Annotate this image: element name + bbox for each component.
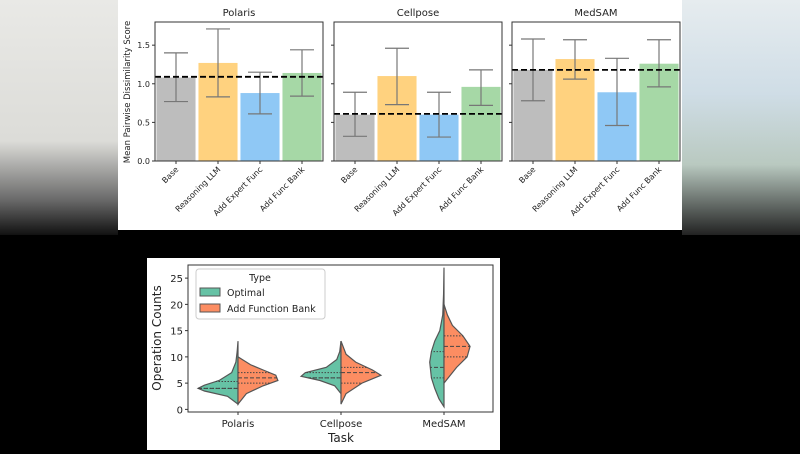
legend-swatch xyxy=(199,287,221,297)
x-tick-label: Reasoning LLM xyxy=(174,165,223,214)
y-tick-label: 10 xyxy=(170,353,183,364)
x-tick-label: Add Func Bank xyxy=(258,165,307,214)
y-tick-label: 1.5 xyxy=(137,41,150,50)
legend-swatch xyxy=(199,303,221,313)
x-tick-label: Base xyxy=(517,165,537,185)
bar-chart-panel: Mean Pairwise Dissimilarity Score Polaris… xyxy=(118,0,682,230)
y-tick-label: 25 xyxy=(170,274,183,285)
panel-title: Cellpose xyxy=(397,8,440,19)
legend-entry: Add Function Bank xyxy=(227,304,316,315)
x-tick-label: Reasoning LLM xyxy=(531,165,580,214)
violin-chart-panel: 0 5 10 15 20 25 Polaris Cellpose MedSAM Task Opera… xyxy=(147,258,500,450)
y-tick-label: 0.5 xyxy=(137,118,150,127)
y-tick-label: 0.0 xyxy=(137,157,150,166)
legend-box xyxy=(195,268,326,320)
axes-frame xyxy=(511,21,681,162)
axes-frame xyxy=(154,21,324,162)
axes-frame xyxy=(333,21,503,162)
bar-chart: Mean Pairwise Dissimilarity Score Polaris… xyxy=(123,8,681,218)
panel-title: Polaris xyxy=(223,8,256,19)
legend-entry: Optimal xyxy=(227,288,265,299)
y-tick-label: 20 xyxy=(170,300,183,311)
violin-half xyxy=(237,355,279,406)
panel-title: MedSAM xyxy=(574,8,617,19)
x-tick-label: Cellpose xyxy=(320,419,363,430)
legend-title: Type xyxy=(248,273,271,284)
y-axis-label: Mean Pairwise Dissimilarity Score xyxy=(123,21,133,163)
y-tick-label: 0 xyxy=(177,405,183,416)
y-axis-label: Operation Counts xyxy=(150,285,164,390)
x-tick-label: Base xyxy=(339,165,359,185)
violin-chart: 0 5 10 15 20 25 Polaris Cellpose MedSAM Task Opera… xyxy=(150,264,494,445)
x-tick-label: Reasoning LLM xyxy=(353,165,402,214)
x-tick-label: Polaris xyxy=(222,419,255,430)
violin-half xyxy=(196,341,239,406)
violin-half xyxy=(299,341,342,396)
y-tick-label: 15 xyxy=(170,327,183,338)
x-axis-label: Task xyxy=(327,431,354,445)
x-tick-label: Add Func Bank xyxy=(437,165,486,214)
blurred-background-right xyxy=(682,0,800,235)
violin-half xyxy=(429,267,445,409)
axes-frame xyxy=(187,264,494,413)
x-tick-label: Add Func Bank xyxy=(615,165,664,214)
y-tick-label: 5 xyxy=(177,379,183,390)
y-tick-label: 1.0 xyxy=(137,80,150,89)
violin-half xyxy=(443,304,471,385)
x-tick-label: Base xyxy=(160,165,180,185)
blurred-background-left xyxy=(0,0,118,235)
x-tick-label: MedSAM xyxy=(422,419,465,430)
